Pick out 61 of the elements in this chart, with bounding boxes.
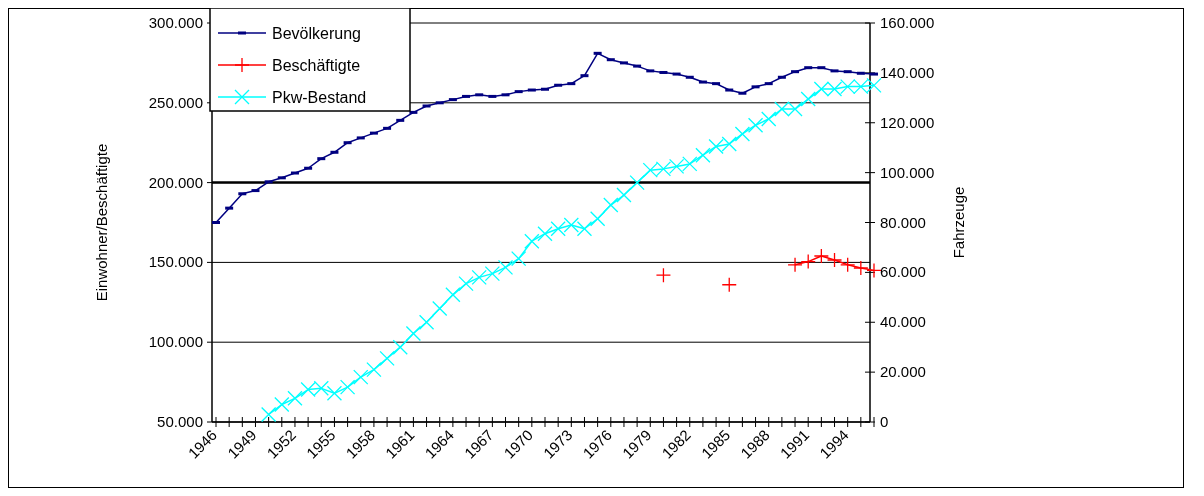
y2-tick-label: 60.000 bbox=[880, 263, 926, 281]
point bbox=[603, 197, 619, 213]
point bbox=[616, 187, 632, 203]
y2-tick-label: 0 bbox=[880, 413, 889, 430]
point bbox=[511, 251, 527, 267]
point bbox=[458, 275, 474, 292]
point bbox=[853, 260, 869, 276]
point bbox=[537, 226, 553, 242]
point bbox=[866, 262, 882, 279]
point bbox=[524, 233, 540, 249]
point bbox=[576, 221, 593, 237]
y-axis-title: Einwohner/Beschäftigte bbox=[93, 143, 110, 302]
point bbox=[747, 117, 764, 133]
point bbox=[589, 211, 606, 227]
point bbox=[392, 339, 408, 355]
point bbox=[550, 221, 566, 237]
y2-tick-label: 100.000 bbox=[880, 163, 935, 181]
y2-tick-label: 160.000 bbox=[880, 14, 935, 31]
y2-tick-label: 140.000 bbox=[880, 63, 935, 81]
point bbox=[629, 174, 645, 191]
point bbox=[432, 300, 448, 317]
point bbox=[695, 147, 711, 163]
y-tick-label: 200.000 bbox=[148, 173, 203, 191]
point bbox=[379, 350, 395, 367]
point bbox=[326, 385, 343, 401]
point bbox=[800, 91, 816, 107]
point bbox=[260, 406, 277, 423]
point bbox=[563, 217, 579, 233]
y2-axis-title: Fahrzeuge bbox=[950, 186, 967, 259]
point bbox=[826, 252, 843, 268]
y-tick-label: 150.000 bbox=[148, 253, 203, 271]
y2-tick-label: 120.000 bbox=[880, 113, 935, 131]
point bbox=[840, 257, 856, 273]
point bbox=[484, 265, 501, 282]
y2-tick-label: 80.000 bbox=[880, 213, 926, 231]
point bbox=[445, 287, 461, 303]
legend-label: Pkw-Bestand bbox=[272, 89, 367, 106]
point bbox=[655, 267, 672, 283]
legend-label: Beschäftigte bbox=[272, 57, 361, 74]
point bbox=[339, 379, 356, 395]
y-tick-label: 50.000 bbox=[157, 413, 203, 430]
legend-label: Bevölkerung bbox=[272, 25, 361, 42]
point bbox=[353, 369, 369, 385]
point bbox=[734, 126, 751, 142]
point bbox=[471, 269, 487, 286]
y-tick-label: 250.000 bbox=[148, 93, 203, 111]
y-tick-label: 100.000 bbox=[148, 333, 203, 351]
point bbox=[274, 396, 290, 413]
point bbox=[497, 259, 514, 276]
point bbox=[813, 248, 830, 264]
point bbox=[405, 325, 422, 342]
point bbox=[418, 314, 435, 330]
point bbox=[800, 253, 816, 270]
y2-tick-label: 20.000 bbox=[880, 363, 926, 381]
point bbox=[366, 361, 382, 378]
point bbox=[761, 111, 777, 127]
y2-tick-label: 40.000 bbox=[880, 313, 926, 331]
point bbox=[287, 390, 303, 406]
point bbox=[721, 277, 737, 293]
point bbox=[787, 257, 803, 273]
y-tick-label: 300.000 bbox=[148, 14, 203, 31]
